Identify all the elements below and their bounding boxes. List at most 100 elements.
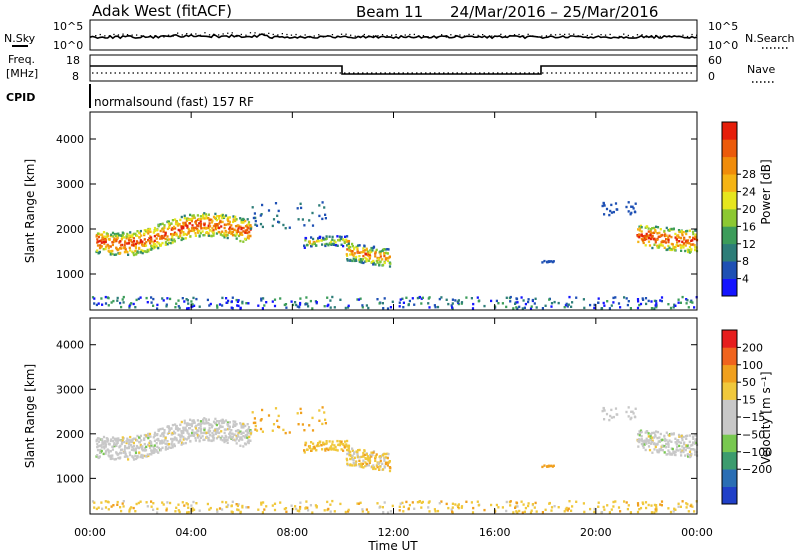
velocity-cell xyxy=(679,448,682,451)
power-cell xyxy=(128,236,131,240)
velocity-cell xyxy=(374,467,377,471)
velocity-cell xyxy=(367,456,370,460)
velocity-cell xyxy=(391,504,394,508)
power-cell xyxy=(433,304,436,307)
power-cell xyxy=(273,298,277,301)
power-cell xyxy=(298,303,302,306)
velocity-cell xyxy=(115,451,118,454)
velocity-cell xyxy=(514,505,517,508)
power-cell xyxy=(239,217,242,220)
velocity-cell xyxy=(629,511,632,514)
velocity-cell xyxy=(688,434,691,437)
velocity-cell xyxy=(128,508,131,512)
power-cell xyxy=(221,214,224,217)
velocity-cell xyxy=(527,504,530,508)
power-cell xyxy=(509,295,512,299)
velocity-cell xyxy=(220,430,223,433)
power-cell xyxy=(162,230,165,233)
noise-search-point xyxy=(154,35,156,37)
power-cell xyxy=(207,232,210,235)
power-cell xyxy=(152,297,155,301)
velocity-cell xyxy=(647,432,650,435)
power-cell xyxy=(214,227,218,231)
power-cell xyxy=(226,233,229,237)
power-cell xyxy=(679,301,682,304)
velocity-cell xyxy=(100,501,103,504)
noise-search-point xyxy=(582,33,584,36)
velocity-cell xyxy=(242,435,245,438)
velocity-cell xyxy=(642,446,645,449)
power-cell xyxy=(219,233,222,236)
freq-panel-frame xyxy=(89,54,698,82)
cpid-text: normalsound (fast) 157 RF xyxy=(94,95,254,109)
power-cell xyxy=(665,234,668,237)
x-tick-label: 20:00 xyxy=(580,526,612,539)
velocity-cell xyxy=(524,506,527,510)
noise-search-point xyxy=(254,32,256,34)
velocity-cell xyxy=(362,455,365,458)
power-cell xyxy=(374,255,377,258)
noise-search-point xyxy=(632,36,634,38)
noise-search-point xyxy=(381,34,384,36)
velocity-cell xyxy=(336,449,339,452)
velocity-cell xyxy=(157,439,160,442)
power-cell xyxy=(575,296,578,299)
power-cell xyxy=(354,259,357,262)
power-cell xyxy=(188,222,192,225)
velocity-cell xyxy=(145,435,148,439)
power-cell xyxy=(225,223,228,226)
power-cell xyxy=(125,235,128,238)
velocity-cell xyxy=(655,504,658,507)
velocity-cell xyxy=(195,502,198,505)
velocity-cell xyxy=(182,442,185,445)
velocity-cell xyxy=(641,443,644,446)
power-cell xyxy=(197,224,200,228)
velocity-cell xyxy=(440,500,443,503)
power-cell xyxy=(690,239,693,242)
velocity-cell xyxy=(345,445,348,448)
velocity-cell xyxy=(368,456,371,459)
power-cell xyxy=(121,298,124,301)
power-colorbar-label: Power [dB] xyxy=(759,159,773,224)
noise-search-point xyxy=(668,36,670,38)
velocity-cell xyxy=(383,452,386,456)
power-cell xyxy=(142,244,145,247)
power-cell xyxy=(641,297,644,300)
power-cell xyxy=(677,301,680,304)
power-cell xyxy=(202,213,205,216)
power-cell xyxy=(221,304,224,307)
velocity-cell xyxy=(224,419,228,422)
velocity-cell xyxy=(212,435,215,439)
power-cell xyxy=(155,244,158,247)
colorbar-segment xyxy=(722,364,737,383)
power-cell xyxy=(691,301,694,304)
power-cell xyxy=(121,231,124,234)
power-cell xyxy=(666,248,669,251)
power-cell xyxy=(227,218,230,221)
velocity-cell xyxy=(640,438,643,441)
power-cell xyxy=(131,233,134,236)
velocity-cell xyxy=(374,457,377,460)
power-cell xyxy=(253,212,256,215)
velocity-cell xyxy=(190,504,193,507)
velocity-cell xyxy=(377,462,380,465)
velocity-cell xyxy=(95,439,98,443)
velocity-cell xyxy=(232,420,235,423)
power-cell xyxy=(228,227,231,231)
power-cell xyxy=(290,300,293,303)
power-cell xyxy=(257,304,260,307)
velocity-cell xyxy=(655,510,658,513)
velocity-cell xyxy=(101,507,104,510)
velocity-cell xyxy=(159,427,162,431)
velocity-cell xyxy=(376,502,379,505)
velocity-cell xyxy=(99,448,102,452)
power-cell xyxy=(132,302,135,306)
power-cell xyxy=(648,244,652,247)
power-cell xyxy=(362,261,365,265)
power-cell xyxy=(608,213,611,217)
velocity-cell xyxy=(407,507,410,511)
velocity-cell xyxy=(471,511,475,514)
power-cell xyxy=(552,260,555,263)
power-cell xyxy=(451,298,454,301)
power-cell xyxy=(104,247,107,251)
